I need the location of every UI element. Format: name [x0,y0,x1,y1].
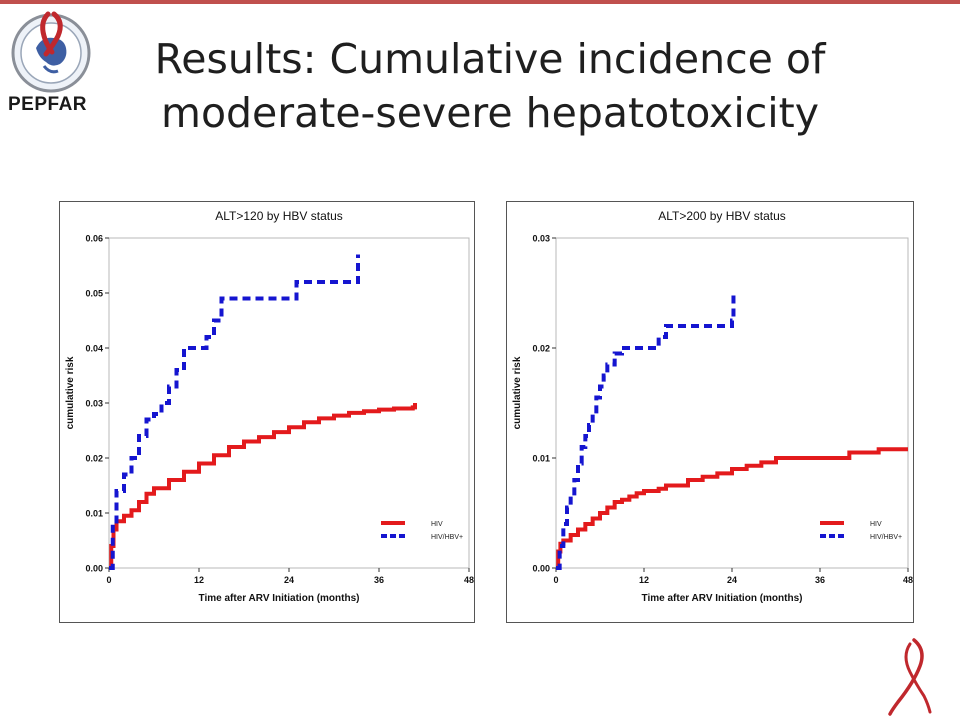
x-tick-label: 0 [106,575,111,585]
logo-text: PEPFAR [8,94,88,115]
x-tick-label: 36 [374,575,384,585]
y-tick-label: 0.00 [85,564,103,574]
chart-panel-alt120: ALT>120 by HBV status 0.00 0.01 0.02 0.03 0.0… [59,201,475,623]
y-tick-label: 0.05 [85,289,103,299]
x-tick-label: 0 [553,575,558,585]
x-tick-label: 12 [639,575,649,585]
series-line-hiv [556,447,908,570]
slide-title-line-2: moderate-severe hepatotoxicity [161,89,819,137]
legend-label: HIV [431,521,443,528]
legend-label: HIV/HBV+ [431,534,463,541]
y-tick-label: 0.06 [85,234,103,244]
y-axis-label: cumulative risk [65,356,76,429]
x-tick-label: 12 [194,575,204,585]
x-axis-label: Time after ARV Initiation (months) [642,593,803,604]
series-line-hiv-hbv [556,293,736,570]
y-tick-label: 0.03 [85,399,103,409]
x-tick-label: 36 [815,575,825,585]
legend-label: HIV [870,521,882,528]
top-accent-bar [0,0,960,4]
y-tick-label: 0.00 [532,564,550,574]
slide-title: Results: Cumulative incidence of moderat… [110,32,870,140]
y-tick-label: 0.01 [85,509,103,519]
series-line-hiv [109,403,417,570]
y-axis-label: cumulative risk [512,356,523,429]
slide-title-line-1: Results: Cumulative incidence of [154,35,826,83]
x-tick-label: 24 [284,575,294,585]
y-tick-label: 0.02 [532,344,550,354]
chart-panel-alt200: ALT>200 by HBV status 0.00 0.01 0.02 0.03 0 12… [506,201,914,623]
series-line-hiv-hbv [109,254,360,570]
pepfar-logo [6,8,106,123]
y-tick-label: 0.04 [85,344,103,354]
chart-alt200: ALT>200 by HBV status 0.00 0.01 0.02 0.03 0 12… [512,209,913,604]
chart-title: ALT>120 by HBV status [215,209,343,223]
x-tick-label: 48 [464,575,474,585]
red-ribbon-icon [888,638,932,716]
x-tick-label: 48 [903,575,913,585]
plot-frame [555,237,909,569]
legend-label: HIV/HBV+ [870,534,902,541]
x-tick-label: 24 [727,575,737,585]
y-tick-label: 0.01 [532,454,550,464]
x-axis-label: Time after ARV Initiation (months) [199,593,360,604]
y-tick-label: 0.02 [85,454,103,464]
chart-title: ALT>200 by HBV status [658,209,786,223]
globe-seal-icon [11,11,91,93]
chart-alt120: ALT>120 by HBV status 0.00 0.01 0.02 0.03 0.0… [65,209,474,604]
y-tick-label: 0.03 [532,234,550,244]
